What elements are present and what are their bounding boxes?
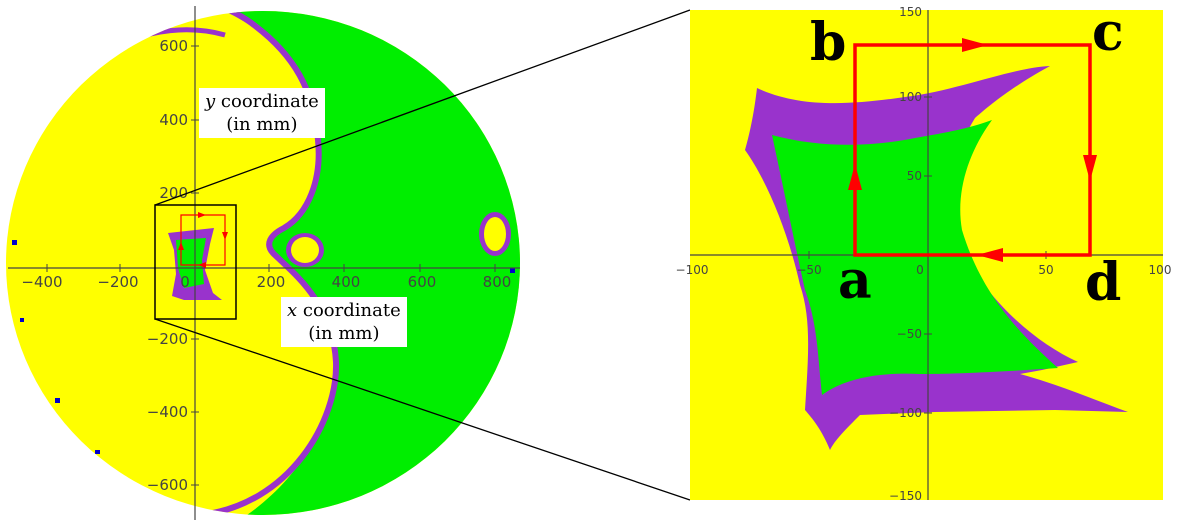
left-x-tick-label: 400	[332, 273, 361, 291]
zoom-plot: −100 −50 0 50 100 150 100 50 −50 −100 −1…	[676, 2, 1172, 503]
zoom-x-tick-label: 0	[916, 263, 924, 277]
zoom-source-box	[154, 204, 237, 320]
corner-label-a: a	[838, 250, 872, 311]
corner-label-d: d	[1085, 252, 1121, 313]
zoom-y-tick-label: −50	[897, 327, 922, 341]
zoom-y-tick-label: −150	[889, 489, 922, 503]
zoom-y-tick-label: 150	[899, 5, 922, 19]
mini-green	[176, 238, 206, 288]
left-y-tick-label: 600	[159, 37, 188, 55]
zoom-y-tick-label: 50	[907, 169, 922, 183]
left-x-tick-label: 200	[257, 273, 286, 291]
left-y-tick-label: 200	[159, 184, 188, 202]
left-y-tick-label: −400	[147, 403, 188, 421]
zoom-green	[772, 120, 1058, 395]
zoom-x-tick-label: 50	[1038, 263, 1053, 277]
left-y-tick-label: −600	[147, 476, 188, 494]
x-axis-word: coordinate	[302, 300, 401, 321]
zoom-x-tick-label: −50	[796, 263, 821, 277]
disc-region-map	[6, 11, 520, 515]
mini-loop-arrows	[178, 212, 228, 268]
left-y-tick-label: −200	[147, 330, 188, 348]
zoom-connectors	[154, 9, 691, 501]
crescent-boundary	[178, 11, 340, 515]
left-x-tick-label: −400	[21, 273, 62, 291]
left-axes	[8, 6, 520, 520]
y-axis-word: coordinate	[220, 91, 319, 112]
hole-yellow	[291, 237, 319, 263]
left-x-tick-label: 600	[408, 273, 437, 291]
y-axis-variable: y	[205, 91, 216, 112]
zoom-y-tick-marks	[924, 96, 932, 414]
y-axis-label: y coordinate (in mm)	[199, 88, 325, 138]
zoom-y-tick-label: 100	[899, 90, 922, 104]
left-x-tick-label: −200	[97, 273, 138, 291]
loop-arrows	[848, 38, 1097, 262]
zoom-x-tick-label: 100	[1149, 263, 1172, 277]
corner-label-c: c	[1092, 2, 1124, 63]
left-x-tick-label: 800	[483, 273, 512, 291]
left-x-tick-marks	[46, 264, 496, 272]
left-y-tick-label: 400	[159, 111, 188, 129]
right-hole-yellow	[484, 217, 506, 251]
left-y-tick-marks	[191, 45, 199, 486]
zoom-y-tick-label: −100	[889, 406, 922, 420]
y-axis-unit: (in mm)	[226, 114, 298, 135]
left-x-tick-label: 0	[180, 273, 190, 291]
left-plot: −400 −200 0 200 400 600 800 600 400 200 …	[6, 6, 520, 520]
corner-label-b: b	[810, 12, 846, 73]
x-axis-label: x coordinate (in mm)	[281, 297, 407, 347]
x-axis-unit: (in mm)	[308, 323, 380, 344]
zoom-x-tick-label: −100	[676, 263, 709, 277]
x-axis-variable: x	[287, 300, 298, 321]
